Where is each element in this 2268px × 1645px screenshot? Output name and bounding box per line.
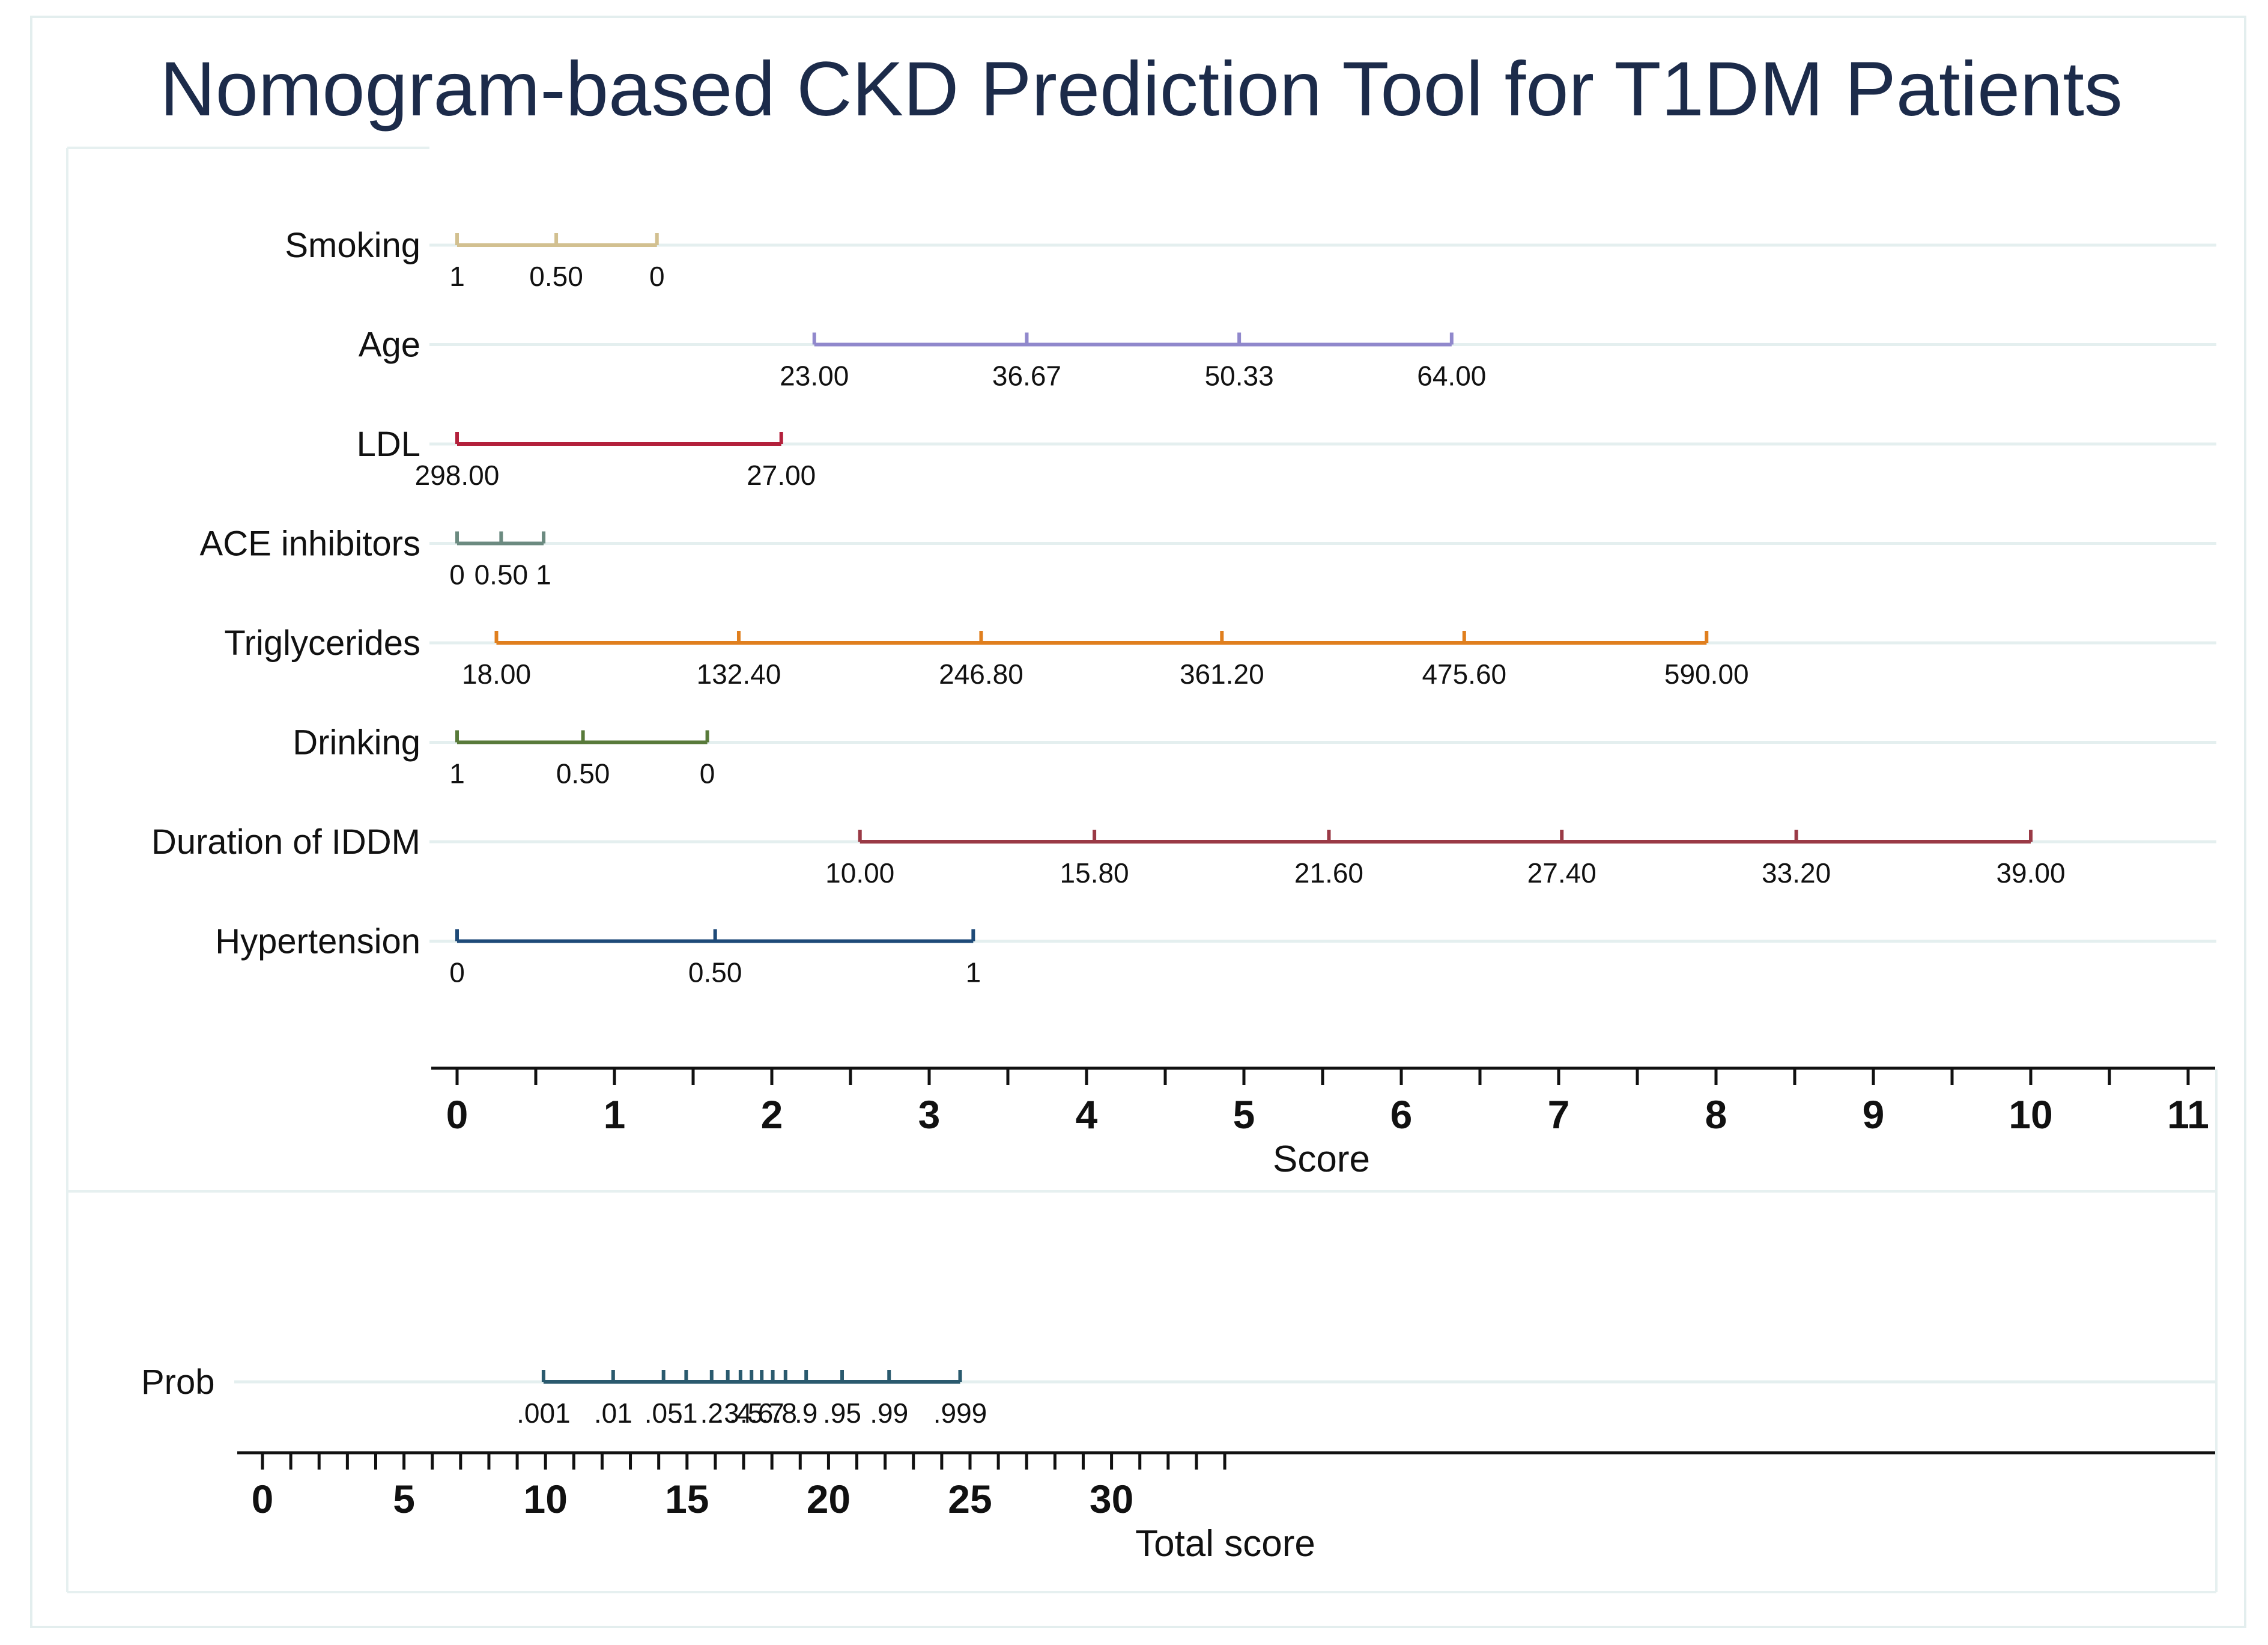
variable-row-triglycerides: Triglycerides 18.00 132.40 246.80 361.20 475.…	[224, 624, 2216, 690]
prob-tick-label: .2	[700, 1397, 723, 1429]
variable-tick-label: 1	[536, 559, 551, 591]
variable-label: Duration of IDDM	[151, 822, 420, 862]
variable-tick-label: 0	[700, 758, 715, 789]
score-axis-title: Score	[1273, 1139, 1370, 1180]
prob-tick-label: .8	[774, 1397, 797, 1429]
variable-tick-label: 18.00	[462, 658, 531, 690]
variable-tick-label: 1	[966, 957, 981, 988]
chart-title: Nomogram-based CKD Prediction Tool for T…	[160, 46, 2123, 132]
variable-tick-label: 0.50	[529, 261, 583, 292]
variable-tick-label: 1	[449, 758, 465, 789]
score-tick-label: 4	[1076, 1092, 1098, 1137]
prob-tick-label: .5	[740, 1397, 763, 1429]
variable-tick-label: 10.00	[825, 857, 894, 889]
variable-tick-label: 36.67	[992, 360, 1061, 392]
prob-tick-label: .6	[750, 1397, 773, 1429]
total-tick-label: 30	[1090, 1477, 1133, 1521]
score-tick-label: 7	[1548, 1092, 1570, 1137]
score-tick-label: 0	[446, 1092, 468, 1137]
variable-tick-label: 246.80	[939, 658, 1023, 690]
variable-tick-label: 298.00	[415, 460, 500, 491]
score-tick-label: 5	[1233, 1092, 1255, 1137]
variable-row-drinking: Drinking 1 0.50 0	[293, 723, 2216, 789]
total-tick-label: 5	[393, 1477, 415, 1521]
probability-row: Prob .001 .01 .05.1.2.3.4.5.6.7.8.9.95 .99 .9…	[141, 1363, 2216, 1429]
variable-tick-label: 0	[449, 559, 465, 591]
score-tick-label: 2	[761, 1092, 783, 1137]
prob-tick-label: .001	[517, 1397, 571, 1429]
variable-tick-label: 27.40	[1527, 857, 1596, 889]
variable-label: ACE inhibitors	[200, 525, 420, 564]
score-tick-label: 9	[1863, 1092, 1885, 1137]
variable-label: Drinking	[293, 723, 420, 762]
variable-tick-label: 0	[449, 957, 465, 988]
prob-tick-label: .01	[594, 1397, 632, 1429]
total-tick-label: 10	[523, 1477, 567, 1521]
variable-tick-label: 0.50	[475, 559, 529, 591]
variable-tick-label: 0	[649, 261, 665, 292]
prob-tick-label: .99	[870, 1397, 908, 1429]
prob-tick-label: .05	[644, 1397, 683, 1429]
variable-tick-label: 27.00	[747, 460, 816, 491]
variable-tick-label: 132.40	[697, 658, 781, 690]
variable-tick-label: 64.00	[1417, 360, 1486, 392]
prob-tick-label: .1	[675, 1397, 697, 1429]
variable-label: Smoking	[285, 226, 420, 265]
total-tick-label: 0	[252, 1477, 274, 1521]
variable-label: Hypertension	[215, 922, 420, 961]
variable-tick-label: 475.60	[1422, 658, 1506, 690]
variable-tick-label: 1	[449, 261, 465, 292]
variable-label: LDL	[357, 425, 420, 464]
score-tick-label: 6	[1390, 1092, 1413, 1137]
total-tick-label: 15	[665, 1477, 709, 1521]
variable-label: Age	[359, 326, 420, 365]
variable-tick-label: 33.20	[1762, 857, 1831, 889]
prob-label: Prob	[141, 1363, 215, 1402]
prob-tick-label: .95	[823, 1397, 861, 1429]
variable-row-duration-of-iddm: Duration of IDDM 10.00 15.80 21.60 27.40 33.2…	[151, 822, 2216, 889]
score-tick-label: 8	[1705, 1092, 1727, 1137]
total-axis-title: Total score	[1135, 1523, 1315, 1564]
prob-tick-label: .3	[716, 1397, 739, 1429]
prob-tick-label: .9	[795, 1397, 817, 1429]
variable-row-smoking: Smoking 1 0.50 0	[285, 226, 2216, 292]
variable-tick-label: 50.33	[1205, 360, 1274, 392]
variable-tick-label: 0.50	[556, 758, 610, 789]
score-tick-label: 10	[2009, 1092, 2052, 1137]
variable-label: Triglycerides	[224, 624, 420, 663]
score-tick-label: 3	[918, 1092, 941, 1137]
variable-tick-label: 15.80	[1060, 857, 1129, 889]
variable-tick-label: 590.00	[1664, 658, 1749, 690]
variable-tick-label: 39.00	[1996, 857, 2065, 889]
variable-tick-label: 21.60	[1294, 857, 1363, 889]
variable-tick-label: 0.50	[688, 957, 742, 988]
outer-frame	[30, 16, 2246, 1628]
panel-frame	[66, 147, 2218, 1593]
prob-tick-label: .7	[761, 1397, 784, 1429]
prob-tick-label: .4	[729, 1397, 752, 1429]
score-axis: 0 1 2 3 4 5 6 7 8 9 10 11 Score	[431, 1066, 2215, 1180]
variable-tick-label: 361.20	[1180, 658, 1264, 690]
variable-tick-label: 23.00	[780, 360, 849, 392]
prob-tick-label: .999	[933, 1397, 987, 1429]
variable-row-hypertension: Hypertension 0 0.50 1	[215, 922, 2216, 988]
score-tick-label: 11	[2167, 1092, 2209, 1137]
total-tick-label: 20	[807, 1477, 850, 1521]
variable-row-ace-inhibitors: ACE inhibitors 0 0.50 1	[200, 525, 2216, 591]
total-tick-label: 25	[948, 1477, 992, 1521]
variable-row-age: Age 23.00 36.67 50.33 64.00	[359, 326, 2216, 392]
score-tick-label: 1	[604, 1092, 626, 1137]
